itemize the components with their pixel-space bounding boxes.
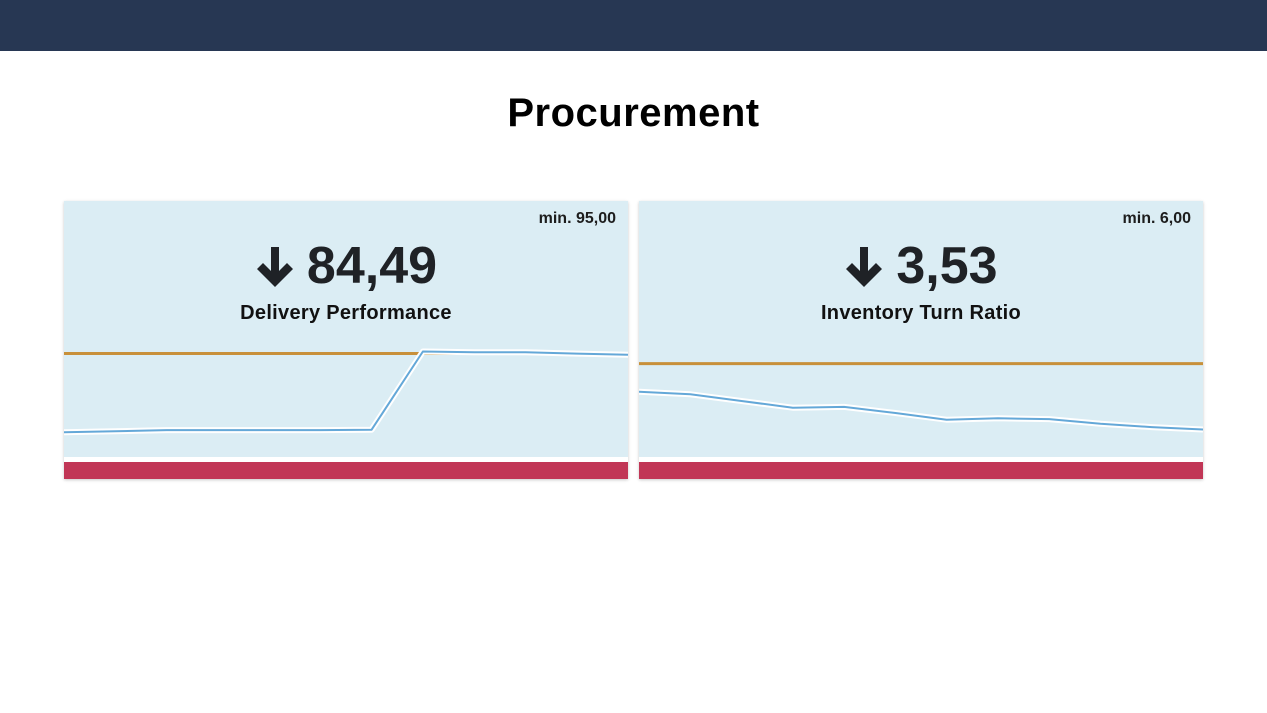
kpi-card-delivery-performance[interactable]: min. 95,00 84,49 Delivery Performance [64,201,628,479]
min-threshold-label: min. 95,00 [538,210,616,227]
min-threshold-label: min. 6,00 [1122,210,1191,227]
kpi-card-inventory-turn-ratio[interactable]: min. 6,00 3,53 Inventory Turn Ratio [639,201,1203,479]
status-bar [639,462,1203,479]
kpi-value: 84,49 [306,237,438,295]
kpi-value-row: 84,49 [64,235,628,297]
series-line [64,350,628,434]
kpi-value: 3,53 [896,237,998,295]
arrow-down-icon [256,247,293,287]
arrow-down-icon [846,247,883,287]
plot-baseline-strip [64,457,628,462]
sparkline-chart [639,362,1203,462]
kpi-label: Delivery Performance [240,302,452,324]
sparkline-chart [64,348,628,462]
kpi-value-row: 3,53 [639,235,1203,297]
series-line-halo [64,348,628,436]
status-bar [64,462,628,479]
series-line [639,390,1203,431]
kpi-label: Inventory Turn Ratio [820,302,1022,324]
plot-baseline-strip [639,457,1203,462]
top-header-bar [0,0,1267,51]
series-line-halo [639,388,1203,433]
page-title: Procurement [507,91,760,135]
